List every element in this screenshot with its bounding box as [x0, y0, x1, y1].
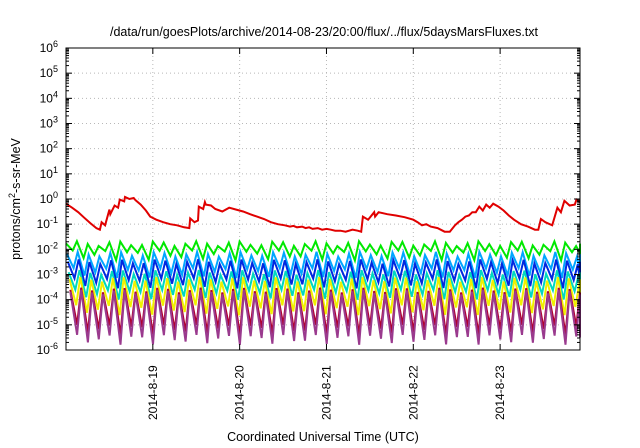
y-tick-label-exponent: -2 [50, 240, 58, 250]
y-tick-label: 10-6 [37, 341, 58, 357]
data-series [65, 195, 581, 345]
x-tick-label: 2014-8-20 [233, 365, 247, 420]
y-tick-label-exponent: 3 [53, 115, 58, 125]
x-axis-label: Coordinated Universal Time (UTC) [227, 430, 419, 444]
y-tick-label-exponent: 4 [53, 89, 58, 99]
y-tick-label-exponent: -4 [50, 291, 58, 301]
y-tick-label-base: 10 [40, 167, 54, 181]
series-line-5 [67, 268, 581, 300]
y-tick-label: 104 [40, 89, 58, 105]
y-tick-label-exponent: 2 [53, 140, 58, 150]
series-line-8 [69, 289, 581, 345]
y-tick-label: 106 [40, 39, 58, 55]
y-tick-label: 103 [40, 115, 58, 131]
y-tick-label-base: 10 [40, 66, 54, 80]
y-tick-label-base: 10 [40, 91, 54, 105]
y-tick-label-exponent: -5 [50, 316, 58, 326]
y-tick-label-exponent: 6 [53, 39, 58, 49]
y-tick-label-base: 10 [40, 41, 54, 55]
y-tick-label: 10-1 [37, 215, 58, 231]
series-line-1 [65, 195, 581, 233]
x-tick-label: 2014-8-21 [319, 365, 333, 420]
y-axis-label-superscript: 2 [7, 193, 17, 198]
y-tick-label-base: 10 [37, 343, 51, 357]
y-tick-label-base: 10 [40, 117, 54, 131]
axis-ticks: 10-610-510-410-310-210-11001011021031041… [37, 39, 580, 420]
y-tick-label-exponent: 0 [53, 190, 58, 200]
y-tick-label: 10-3 [37, 266, 58, 282]
y-tick-label: 100 [40, 190, 58, 206]
series-line-2 [65, 238, 581, 265]
y-tick-label-base: 10 [37, 217, 51, 231]
y-tick-label-exponent: -6 [50, 341, 58, 351]
series-line-3 [65, 247, 581, 280]
y-tick-label-base: 10 [37, 268, 51, 282]
x-tick-label: 2014-8-23 [493, 365, 507, 420]
y-tick-label-exponent: -3 [50, 266, 58, 276]
y-axis-label-suffix: -s-sr-MeV [9, 137, 23, 193]
y-tick-label: 102 [40, 140, 58, 156]
y-tick-label: 10-4 [37, 291, 58, 307]
x-tick-label: 2014-8-19 [146, 365, 160, 420]
y-tick-label-base: 10 [40, 192, 54, 206]
y-axis-label-prefix: protons/cm [9, 198, 23, 260]
y-tick-label: 105 [40, 64, 58, 80]
x-tick-label: 2014-8-22 [406, 365, 420, 420]
y-axis-label: protons/cm2-s-sr-MeV [7, 137, 23, 259]
y-tick-label-base: 10 [40, 142, 54, 156]
y-tick-label: 10-2 [37, 240, 58, 256]
series-line-6 [68, 276, 581, 316]
y-tick-label-base: 10 [37, 242, 51, 256]
y-tick-label-exponent: -1 [50, 215, 58, 225]
y-tick-label-base: 10 [37, 318, 51, 332]
y-tick-label-exponent: 1 [53, 165, 58, 175]
y-tick-label-exponent: 5 [53, 64, 58, 74]
y-tick-label-base: 10 [37, 293, 51, 307]
y-tick-label: 10-5 [37, 316, 58, 332]
y-tick-label: 101 [40, 165, 58, 181]
chart-title: /data/run/goesPlots/archive/2014-08-23/2… [110, 25, 539, 39]
series-line-4 [66, 256, 581, 289]
